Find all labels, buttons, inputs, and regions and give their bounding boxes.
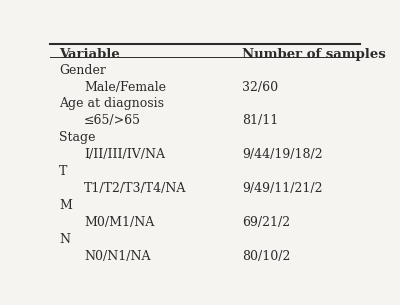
Text: 9/49/11/21/2: 9/49/11/21/2 <box>242 182 323 195</box>
Text: N0/N1/NA: N0/N1/NA <box>84 250 150 263</box>
Text: M0/M1/NA: M0/M1/NA <box>84 216 154 229</box>
Text: Stage: Stage <box>59 131 96 144</box>
Text: Gender: Gender <box>59 64 106 77</box>
Text: Variable: Variable <box>59 48 120 61</box>
Text: I/II/III/IV/NA: I/II/III/IV/NA <box>84 148 165 161</box>
Text: 9/44/19/18/2: 9/44/19/18/2 <box>242 148 323 161</box>
Text: 69/21/2: 69/21/2 <box>242 216 290 229</box>
Text: Age at diagnosis: Age at diagnosis <box>59 98 164 110</box>
Text: ≤65/>65: ≤65/>65 <box>84 114 141 127</box>
Text: 81/11: 81/11 <box>242 114 278 127</box>
Text: T1/T2/T3/T4/NA: T1/T2/T3/T4/NA <box>84 182 186 195</box>
Text: M: M <box>59 199 72 212</box>
Text: T: T <box>59 165 68 178</box>
Text: 80/10/2: 80/10/2 <box>242 250 290 263</box>
Text: N: N <box>59 233 70 246</box>
Text: 32/60: 32/60 <box>242 81 278 94</box>
Text: Number of samples: Number of samples <box>242 48 386 61</box>
Text: Male/Female: Male/Female <box>84 81 166 94</box>
